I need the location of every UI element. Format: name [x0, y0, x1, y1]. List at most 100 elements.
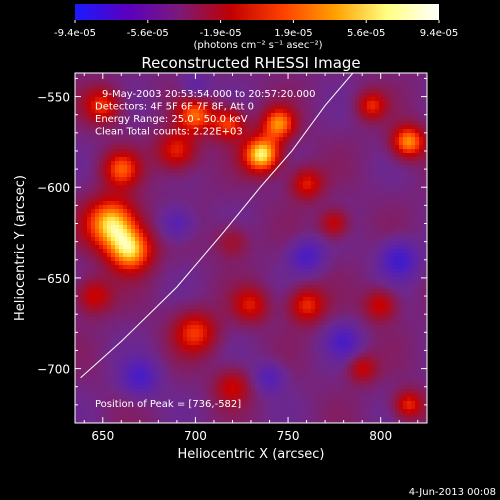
heatmap-cell — [83, 205, 87, 209]
heatmap-cell — [327, 85, 331, 89]
heatmap-cell — [107, 129, 111, 133]
heatmap-cell — [383, 165, 387, 169]
heatmap-cell — [91, 245, 95, 249]
heatmap-cell — [247, 201, 251, 205]
heatmap-cell — [419, 149, 423, 153]
heatmap-cell — [339, 77, 343, 81]
heatmap-cell — [339, 237, 343, 241]
heatmap-cell — [215, 121, 219, 125]
heatmap-cell — [215, 201, 219, 205]
heatmap-cell — [99, 269, 103, 273]
heatmap-cell — [95, 261, 99, 265]
heatmap-cell — [371, 229, 375, 233]
heatmap-cell — [339, 185, 343, 189]
heatmap-cell — [211, 213, 215, 217]
heatmap-cell — [239, 213, 243, 217]
heatmap-cell — [359, 165, 363, 169]
heatmap-cell — [223, 101, 227, 105]
heatmap-cell — [327, 233, 331, 237]
heatmap-cell — [175, 189, 179, 193]
heatmap-cell — [143, 261, 147, 265]
heatmap-cell — [83, 225, 87, 229]
heatmap-cell — [87, 197, 91, 201]
heatmap-cell — [255, 285, 259, 289]
heatmap-cell — [327, 249, 331, 253]
heatmap-cell — [403, 121, 407, 125]
heatmap-cell — [135, 101, 139, 105]
heatmap-cell — [303, 241, 307, 245]
heatmap-cell — [203, 89, 207, 93]
heatmap-cell — [107, 77, 111, 81]
heatmap-cell — [307, 141, 311, 145]
heatmap-cell — [295, 281, 299, 285]
heatmap-cell — [371, 129, 375, 133]
heatmap-cell — [131, 253, 135, 257]
heatmap-cell — [275, 257, 279, 261]
heatmap-cell — [179, 213, 183, 217]
heatmap-cell — [259, 257, 263, 261]
heatmap-cell — [119, 129, 123, 133]
heatmap-cell — [387, 101, 391, 105]
heatmap-cell — [259, 201, 263, 205]
heatmap-cell — [275, 185, 279, 189]
heatmap-cell — [359, 281, 363, 285]
heatmap-cell — [127, 285, 131, 289]
heatmap-cell — [311, 165, 315, 169]
heatmap-cell — [131, 173, 135, 177]
heatmap-cell — [251, 101, 255, 105]
heatmap-cell — [87, 129, 91, 133]
heatmap-cell — [367, 261, 371, 265]
heatmap-cell — [99, 137, 103, 141]
heatmap-cell — [379, 125, 383, 129]
heatmap-cell — [263, 137, 267, 141]
heatmap-cell — [231, 269, 235, 273]
heatmap-cell — [295, 81, 299, 85]
heatmap-cell — [267, 233, 271, 237]
heatmap-cell — [107, 205, 111, 209]
heatmap-cell — [315, 221, 319, 225]
heatmap-cell — [151, 157, 155, 161]
heatmap-cell — [351, 89, 355, 93]
heatmap-cell — [191, 101, 195, 105]
heatmap-cell — [79, 141, 83, 145]
heatmap-cell — [295, 149, 299, 153]
heatmap-cell — [307, 101, 311, 105]
heatmap-cell — [163, 285, 167, 289]
heatmap-cell — [303, 205, 307, 209]
heatmap-cell — [419, 117, 423, 121]
heatmap-cell — [175, 169, 179, 173]
heatmap-cell — [315, 149, 319, 153]
heatmap-cell — [247, 101, 251, 105]
heatmap-cell — [375, 161, 379, 165]
heatmap-cell — [415, 209, 419, 213]
heatmap-cell — [387, 73, 391, 77]
heatmap-cell — [267, 213, 271, 217]
heatmap-cell — [219, 141, 223, 145]
heatmap-cell — [151, 133, 155, 137]
heatmap-cell — [347, 273, 351, 277]
heatmap-cell — [199, 101, 203, 105]
heatmap-cell — [223, 297, 227, 301]
heatmap-cell — [235, 189, 239, 193]
heatmap-cell — [239, 89, 243, 93]
heatmap-cell — [323, 133, 327, 137]
heatmap-cell — [147, 281, 151, 285]
heatmap-cell — [139, 229, 143, 233]
heatmap-cell — [303, 221, 307, 225]
heatmap-cell — [175, 209, 179, 213]
heatmap-cell — [167, 197, 171, 201]
heatmap-cell — [355, 97, 359, 101]
heatmap-cell — [271, 73, 275, 77]
heatmap-cell — [355, 209, 359, 213]
heatmap-cell — [359, 241, 363, 245]
heatmap-cell — [103, 157, 107, 161]
heatmap-cell — [135, 85, 139, 89]
heatmap-cell — [395, 77, 399, 81]
heatmap-cell — [95, 285, 99, 289]
heatmap-cell — [91, 177, 95, 181]
heatmap-cell — [299, 201, 303, 205]
heatmap-cell — [243, 109, 247, 113]
heatmap-cell — [271, 197, 275, 201]
heatmap-cell — [343, 157, 347, 161]
heatmap-cell — [407, 117, 411, 121]
